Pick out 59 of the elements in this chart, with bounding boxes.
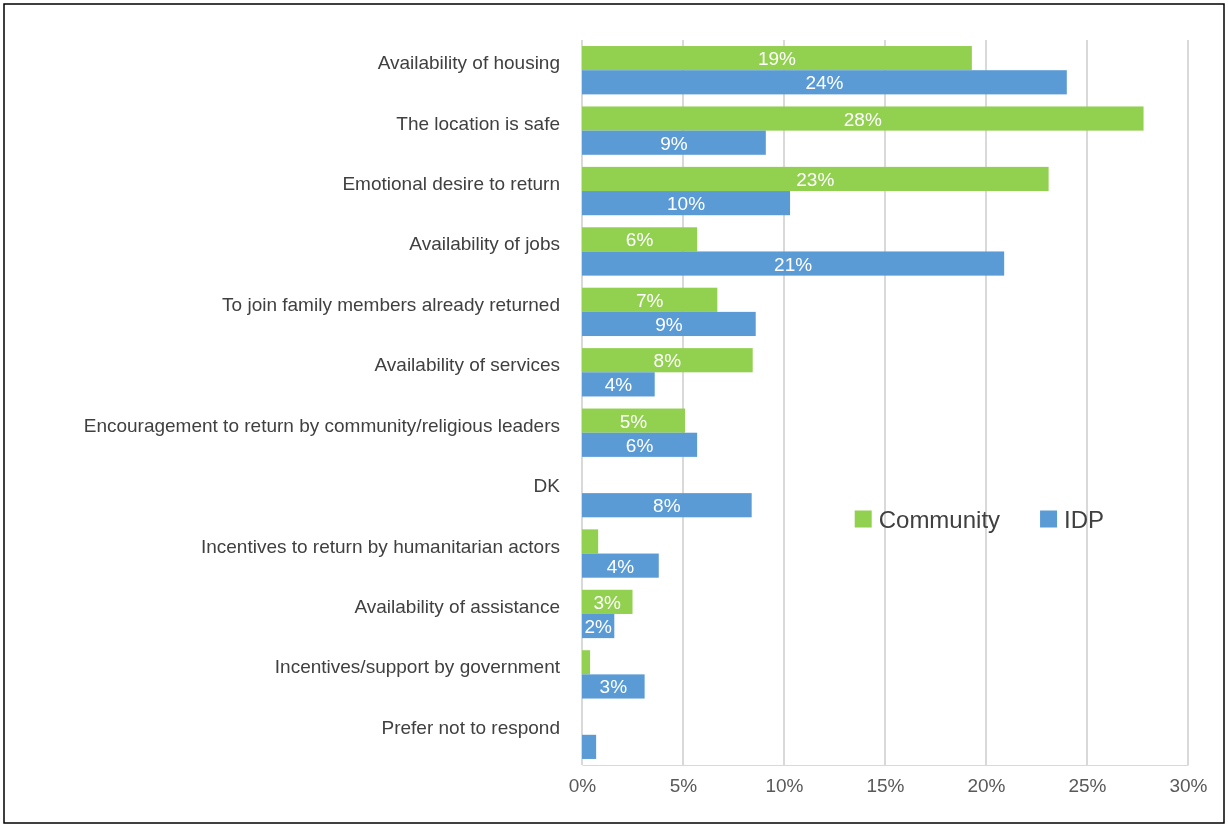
y-tick-label: Availability of services: [374, 354, 560, 376]
bar: [582, 311, 756, 337]
y-tick-label: Availability of jobs: [409, 233, 560, 255]
y-tick-label: Incentives/support by government: [274, 656, 561, 678]
data-label: 4%: [604, 374, 633, 396]
bar: [582, 287, 718, 312]
data-label: 3%: [593, 591, 622, 613]
y-tick-label: Encouragement to return by community/religious leaders: [83, 414, 560, 436]
data-label: 2%: [584, 616, 612, 638]
x-tick-label: 20%: [967, 775, 1006, 797]
bar: [582, 493, 752, 518]
bar: [582, 227, 698, 252]
bar: [582, 348, 753, 373]
legend-label: Community: [878, 505, 1001, 533]
data-label: 7%: [635, 289, 664, 311]
bar: [582, 46, 972, 71]
bar: [582, 70, 1067, 95]
data-label: 28%: [843, 108, 882, 130]
x-tick-label: 30%: [1169, 775, 1208, 797]
bar: [582, 529, 599, 554]
legend-label: IDP: [1064, 505, 1105, 533]
data-label: 6%: [625, 434, 654, 456]
bar: [582, 432, 698, 457]
data-label: 24%: [805, 72, 844, 94]
y-tick-label: Availability of housing: [377, 52, 560, 74]
data-label: 4%: [606, 555, 635, 577]
bar: [582, 130, 766, 155]
bar: [582, 650, 591, 675]
y-tick-label: Incentives to return by humanitarian actors: [200, 535, 560, 557]
data-label: 8%: [653, 350, 682, 372]
x-tick-label: 0%: [568, 775, 597, 797]
data-label: 23%: [796, 168, 835, 190]
data-label: 3%: [599, 676, 628, 698]
bar: [582, 408, 686, 433]
y-tick-label: Availability of assistance: [354, 595, 560, 617]
data-label: 8%: [653, 495, 681, 517]
x-tick-label: 25%: [1068, 775, 1107, 797]
x-tick-label: 10%: [765, 775, 804, 797]
bar: [582, 553, 659, 578]
y-tick-label: Emotional desire to return: [342, 173, 560, 195]
x-tick-label: 15%: [866, 775, 905, 797]
bar: [582, 251, 1005, 276]
data-label: 5%: [619, 410, 648, 432]
data-label: 9%: [655, 313, 683, 335]
bar: [582, 674, 645, 699]
data-label: 6%: [625, 229, 654, 251]
y-tick-label: Prefer not to respond: [381, 716, 560, 738]
bar: [582, 166, 1049, 192]
bar: [582, 734, 597, 759]
y-tick-label: To join family members already returned: [222, 293, 560, 315]
data-label: 21%: [774, 253, 813, 275]
x-tick-label: 5%: [669, 775, 698, 797]
y-tick-label: DK: [533, 475, 561, 497]
bar: [582, 106, 1144, 131]
data-label: 10%: [667, 193, 706, 215]
bar: [582, 191, 791, 216]
y-tick-label: The location is safe: [396, 112, 560, 134]
data-label: 19%: [757, 48, 797, 70]
data-label: 9%: [660, 132, 688, 154]
